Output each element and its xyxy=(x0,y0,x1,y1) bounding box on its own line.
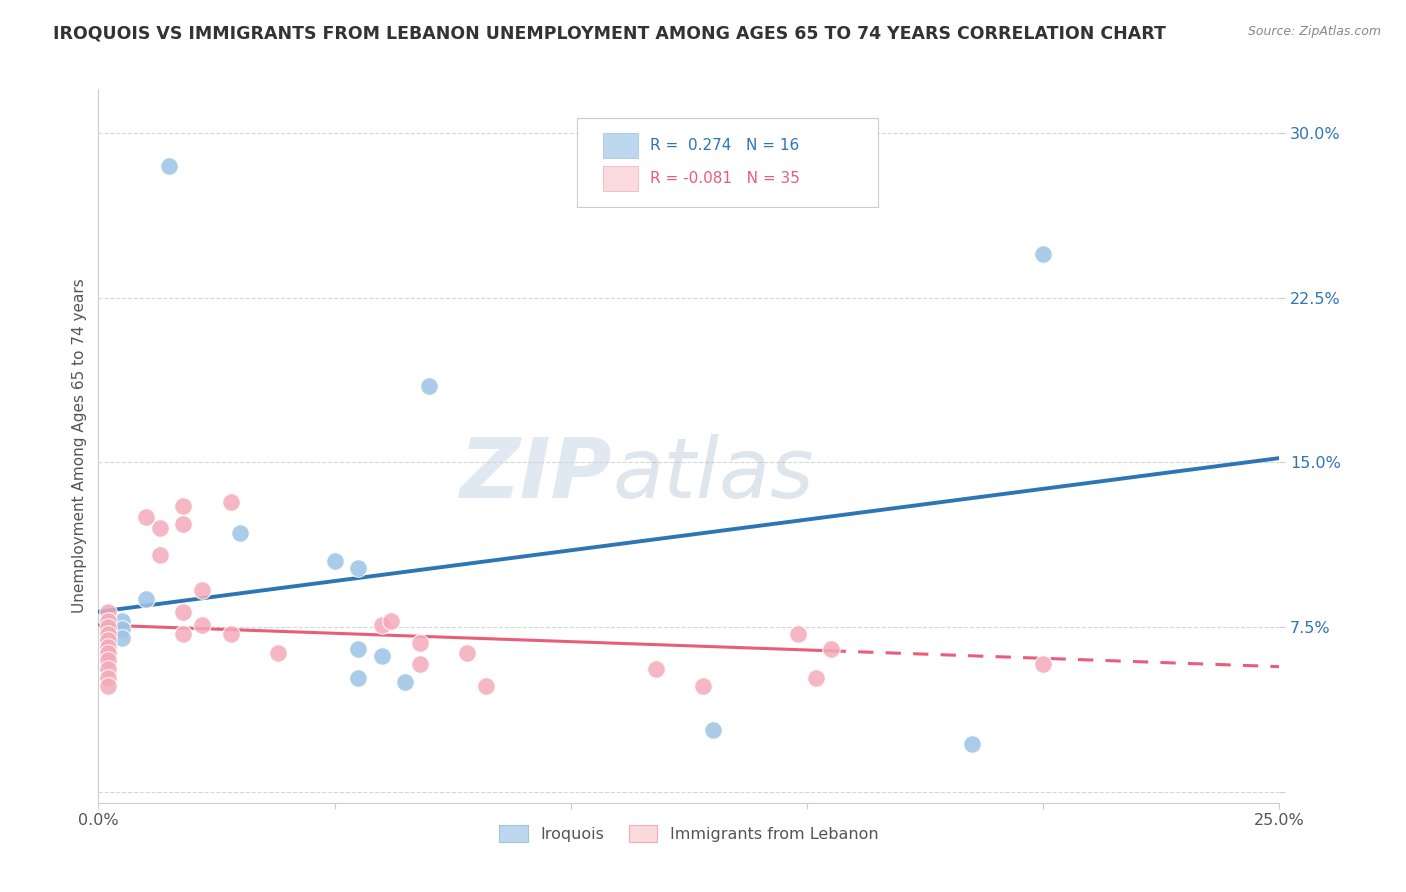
Point xyxy=(394,675,416,690)
Legend: Iroquois, Immigrants from Lebanon: Iroquois, Immigrants from Lebanon xyxy=(492,819,886,848)
Point xyxy=(172,500,194,514)
Text: R =  0.274   N = 16: R = 0.274 N = 16 xyxy=(650,138,799,153)
Text: IROQUOIS VS IMMIGRANTS FROM LEBANON UNEMPLOYMENT AMONG AGES 65 TO 74 YEARS CORRE: IROQUOIS VS IMMIGRANTS FROM LEBANON UNEM… xyxy=(53,25,1167,43)
Point xyxy=(172,626,194,640)
Point xyxy=(347,671,370,685)
Point xyxy=(219,495,242,509)
Point xyxy=(111,623,134,637)
Text: atlas: atlas xyxy=(612,434,814,515)
Point xyxy=(475,680,498,694)
Point xyxy=(786,626,808,640)
Point xyxy=(1032,247,1054,261)
Point xyxy=(347,561,370,575)
Point xyxy=(97,647,120,661)
Point xyxy=(191,582,214,597)
Point xyxy=(97,626,120,640)
Point xyxy=(1032,657,1054,672)
Y-axis label: Unemployment Among Ages 65 to 74 years: Unemployment Among Ages 65 to 74 years xyxy=(72,278,87,614)
Point xyxy=(371,648,394,663)
Point xyxy=(135,510,157,524)
Point xyxy=(323,554,346,568)
Point xyxy=(267,647,290,661)
Point xyxy=(219,626,242,640)
Point xyxy=(408,657,430,672)
Point xyxy=(97,640,120,654)
Point xyxy=(806,671,828,685)
Point xyxy=(692,680,714,694)
FancyBboxPatch shape xyxy=(603,166,638,191)
Point xyxy=(149,521,172,535)
Point xyxy=(97,671,120,685)
Point xyxy=(962,737,984,751)
Point xyxy=(111,614,134,628)
Point xyxy=(820,642,842,657)
Point xyxy=(172,516,194,531)
Point xyxy=(97,614,120,628)
Point xyxy=(97,620,120,634)
Point xyxy=(644,662,666,676)
FancyBboxPatch shape xyxy=(576,118,877,207)
Point xyxy=(371,618,394,632)
Point xyxy=(111,631,134,645)
FancyBboxPatch shape xyxy=(603,133,638,159)
Point xyxy=(97,633,120,648)
Point xyxy=(97,653,120,667)
Point xyxy=(408,635,430,649)
Text: ZIP: ZIP xyxy=(460,434,612,515)
Point xyxy=(702,723,724,738)
Point xyxy=(97,680,120,694)
Text: Source: ZipAtlas.com: Source: ZipAtlas.com xyxy=(1247,25,1381,38)
Point xyxy=(135,591,157,606)
Text: R = -0.081   N = 35: R = -0.081 N = 35 xyxy=(650,171,800,186)
Point xyxy=(97,662,120,676)
Point xyxy=(229,525,252,540)
Point xyxy=(418,378,440,392)
Point xyxy=(191,618,214,632)
Point xyxy=(380,614,402,628)
Point xyxy=(97,605,120,619)
Point xyxy=(157,159,180,173)
Point xyxy=(347,642,370,657)
Point xyxy=(456,647,478,661)
Point xyxy=(172,605,194,619)
Point xyxy=(149,548,172,562)
